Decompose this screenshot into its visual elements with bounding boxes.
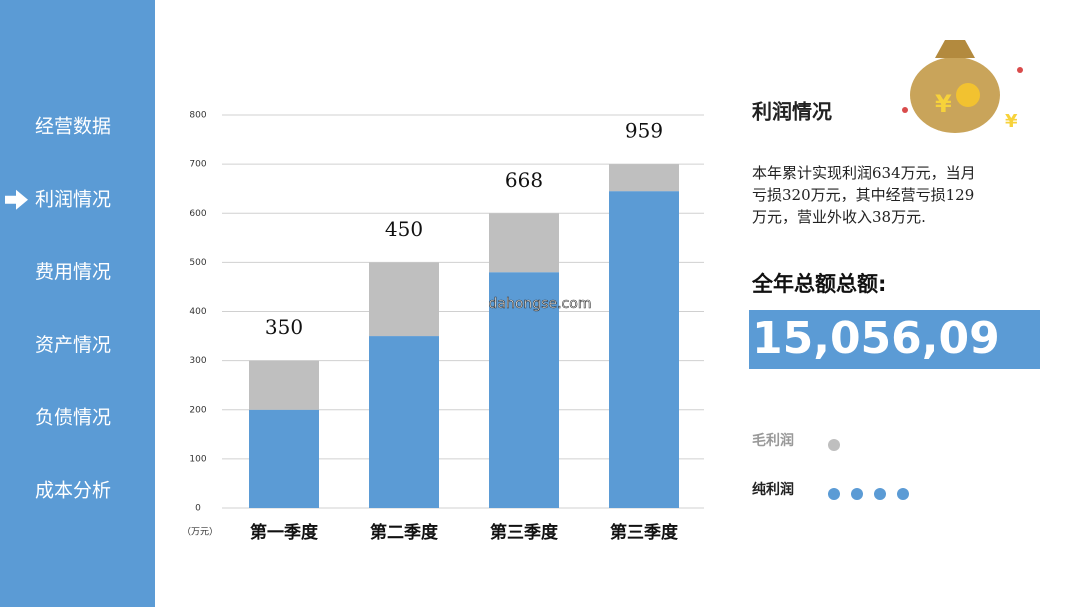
x-tick-label: 第三季度 xyxy=(490,522,559,543)
bar-segment xyxy=(609,191,679,509)
menu-item[interactable]: 成本分析 xyxy=(35,480,111,502)
y-tick-label: 600 xyxy=(189,209,206,219)
legend-dot xyxy=(874,488,886,500)
menu-item[interactable]: 资产情况 xyxy=(35,334,111,356)
y-tick-label: 500 xyxy=(189,258,206,268)
total-title: 全年总额总额: xyxy=(751,272,886,296)
sidebar xyxy=(0,0,155,607)
money-bag-icon: ¥ ¥ xyxy=(902,40,1023,133)
total-label: 450 xyxy=(385,217,423,241)
watermark: dahongse.com xyxy=(489,296,592,312)
y-tick-label: 400 xyxy=(189,307,206,317)
bar-segment xyxy=(489,213,559,273)
bar-segment xyxy=(249,360,319,410)
menu-item[interactable]: 经营数据 xyxy=(35,116,111,138)
svg-text:¥: ¥ xyxy=(1005,111,1018,132)
total-label: 350 xyxy=(265,315,303,339)
legend-label: 毛利润 xyxy=(752,432,794,449)
y-axis-label: （万元） xyxy=(182,527,218,538)
bar-segment xyxy=(609,164,679,192)
y-tick-label: 700 xyxy=(189,160,206,170)
y-tick-label: 200 xyxy=(189,405,206,415)
y-tick-label: 800 xyxy=(189,111,206,121)
legend-dot xyxy=(851,488,863,500)
y-tick-label: 0 xyxy=(195,504,201,514)
x-tick-label: 第三季度 xyxy=(610,522,679,543)
paragraph-line: 本年累计实现利润634万元，当月 xyxy=(752,164,976,182)
bar-segment xyxy=(489,272,559,508)
chart: 0 100 200 300 400 500 600 700 800 （万元） 350 第一季度 450 第… xyxy=(182,111,704,543)
svg-text:¥: ¥ xyxy=(935,90,952,118)
total-box xyxy=(749,310,1040,369)
paragraph-line: 万元，营业外收入38万元. xyxy=(752,208,926,226)
total-label: 959 xyxy=(625,119,663,143)
y-tick-label: 100 xyxy=(189,454,206,464)
menu-item[interactable]: 费用情况 xyxy=(35,261,111,283)
legend-dot xyxy=(828,488,840,500)
total-value: 15,056,09 xyxy=(752,313,1000,364)
menu-item[interactable]: 利润情况 xyxy=(35,188,111,210)
x-tick-label: 第二季度 xyxy=(370,522,439,543)
y-tick-label: 300 xyxy=(189,356,206,366)
bar-segment xyxy=(369,336,439,508)
legend-dot xyxy=(897,488,909,500)
x-tick-label: 第一季度 xyxy=(250,522,319,543)
legend-label: 纯利润 xyxy=(752,481,794,498)
paragraph-line: 亏损320万元，其中经营亏损129 xyxy=(752,186,974,204)
bar-segment xyxy=(369,262,439,337)
panel-title: 利润情况 xyxy=(752,100,832,124)
menu-item[interactable]: 负债情况 xyxy=(35,407,111,429)
active-arrow xyxy=(5,189,28,210)
bar-segment xyxy=(249,409,319,508)
legend-dot xyxy=(828,439,840,451)
total-label: 668 xyxy=(505,168,543,192)
